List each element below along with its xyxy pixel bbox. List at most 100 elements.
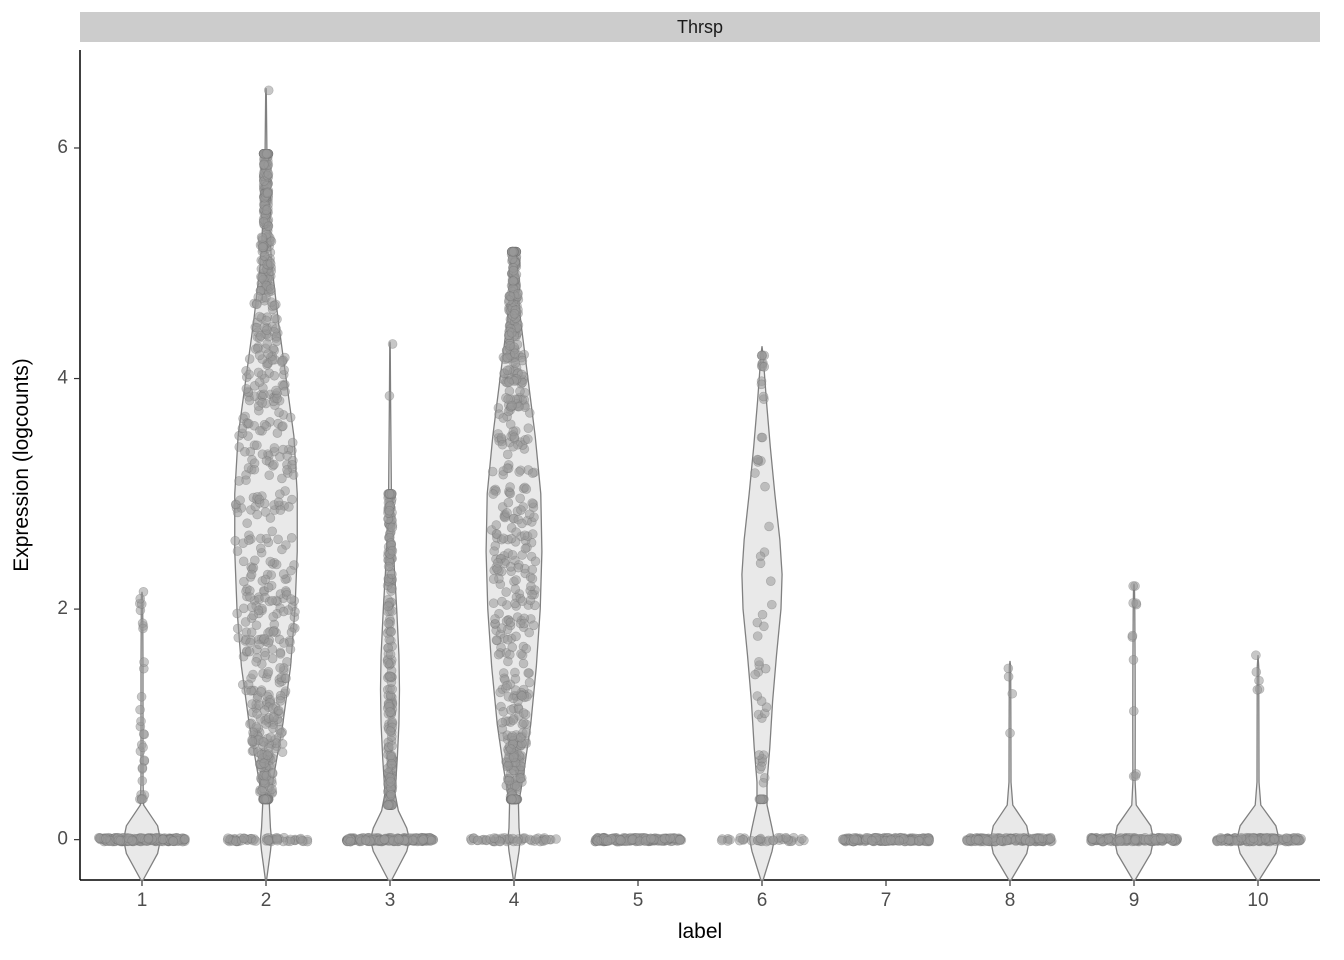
data-point [493, 565, 502, 574]
data-point [498, 718, 507, 727]
data-point [266, 285, 275, 294]
data-point [270, 443, 279, 452]
data-point [288, 460, 297, 469]
data-point [274, 706, 283, 715]
data-point [507, 328, 516, 337]
x-axis-title: label [678, 920, 722, 943]
data-point [247, 570, 256, 579]
y-tick-label: 0 [57, 829, 68, 850]
data-point [767, 600, 776, 609]
data-point [524, 424, 533, 433]
data-point [1131, 835, 1140, 844]
data-point [264, 583, 273, 592]
data-point [531, 557, 540, 566]
data-point [761, 482, 770, 491]
data-point [277, 474, 286, 483]
data-point [503, 366, 512, 375]
data-point [277, 545, 286, 554]
chart-svg: Thrsp024612345678910labelExpression (log… [0, 0, 1344, 960]
data-point [509, 247, 518, 256]
data-point [506, 483, 515, 492]
data-point [517, 519, 526, 528]
data-point [1282, 834, 1291, 843]
data-point [233, 547, 242, 556]
x-tick-label: 2 [261, 890, 272, 911]
data-point [276, 696, 285, 705]
data-point [241, 617, 250, 626]
data-point [262, 316, 271, 325]
data-point [491, 614, 500, 623]
data-point [252, 300, 261, 309]
data-point [384, 659, 393, 668]
data-point [1261, 834, 1270, 843]
data-point [387, 790, 396, 799]
data-point [616, 836, 625, 845]
data-point [277, 729, 286, 738]
data-point [386, 672, 395, 681]
data-point [1038, 833, 1047, 842]
data-point [507, 745, 516, 754]
data-point [386, 650, 395, 659]
data-point [914, 836, 923, 845]
data-point [239, 557, 248, 566]
data-point [269, 612, 278, 621]
data-point [272, 337, 281, 346]
data-point [515, 467, 524, 476]
data-point [758, 610, 767, 619]
data-point [266, 259, 275, 268]
data-point [158, 835, 167, 844]
data-point [169, 837, 178, 846]
data-point [262, 206, 271, 215]
data-point [1252, 667, 1261, 676]
data-point [503, 464, 512, 473]
data-point [384, 562, 393, 571]
data-point [279, 570, 288, 579]
data-point [1004, 664, 1013, 673]
data-point [757, 697, 766, 706]
x-tick-label: 5 [633, 890, 644, 911]
data-point [1115, 836, 1124, 845]
data-point [754, 657, 763, 666]
data-point [267, 237, 276, 246]
data-point [136, 717, 145, 726]
data-point [264, 349, 273, 358]
data-point [238, 424, 247, 433]
data-point [503, 681, 512, 690]
data-point [754, 456, 763, 465]
data-point [505, 776, 514, 785]
data-point [497, 597, 506, 606]
data-point [245, 647, 254, 656]
data-point [512, 632, 521, 641]
data-point [756, 834, 765, 843]
data-point [136, 705, 145, 714]
data-point [526, 582, 535, 591]
data-point [503, 508, 512, 517]
data-point [505, 378, 514, 387]
data-point [262, 534, 271, 543]
data-point [273, 835, 282, 844]
data-point [516, 506, 525, 515]
data-point [260, 795, 269, 804]
data-point [244, 536, 253, 545]
data-point [1006, 729, 1015, 738]
data-point [248, 737, 257, 746]
data-point [516, 494, 525, 503]
data-point [1129, 582, 1138, 591]
data-point [251, 837, 260, 846]
data-point [1270, 834, 1279, 843]
data-point [509, 716, 518, 725]
data-point [278, 422, 287, 431]
data-point [254, 368, 263, 377]
data-point [279, 445, 288, 454]
data-point [503, 450, 512, 459]
data-point [751, 670, 760, 679]
data-point [266, 557, 275, 566]
data-point [385, 391, 394, 400]
data-point [264, 836, 273, 845]
data-point [278, 356, 287, 365]
data-point [266, 514, 275, 523]
y-tick-label: 6 [57, 137, 68, 158]
data-point [258, 450, 267, 459]
data-point [759, 778, 768, 787]
data-point [264, 638, 273, 647]
